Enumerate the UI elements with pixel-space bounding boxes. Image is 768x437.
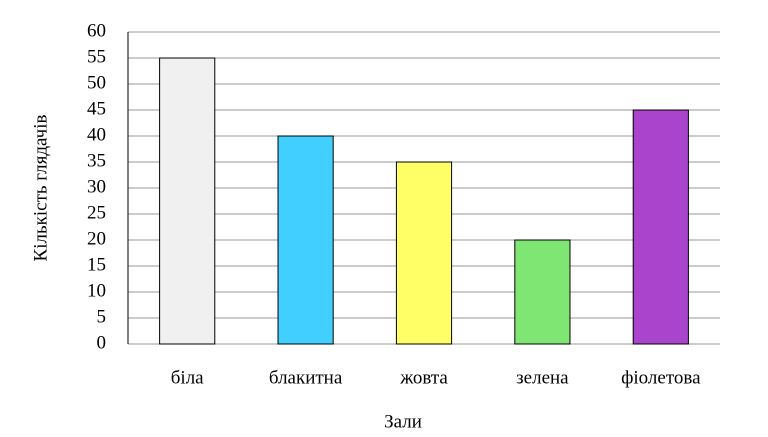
bar (395, 161, 453, 345)
y-tick-label: 35 (87, 150, 106, 171)
bar (632, 109, 689, 345)
y-tick-label: 0 (97, 332, 107, 353)
x-tick-label: зелена (516, 367, 569, 388)
bar (159, 57, 216, 345)
x-tick-label: жовта (399, 367, 448, 388)
y-tick-label: 45 (87, 98, 106, 119)
x-tick-label: блакитна (269, 367, 343, 388)
y-tick-label: 5 (97, 306, 107, 327)
x-tick-label: фіолетова (621, 367, 701, 388)
y-tick-label: 50 (87, 72, 106, 93)
y-tick-label: 10 (87, 280, 106, 301)
x-tick-label: біла (171, 367, 204, 388)
y-tick-label: 20 (87, 228, 106, 249)
y-tick-label: 60 (87, 20, 106, 41)
y-tick-label: 25 (87, 202, 106, 223)
y-tick-label: 40 (87, 124, 106, 145)
y-tick-label: 55 (87, 46, 106, 67)
y-axis-label: Кількість глядачів (30, 114, 51, 261)
bar (277, 135, 334, 345)
y-tick-label: 30 (87, 176, 106, 197)
x-axis-label: Зали (384, 411, 422, 432)
bar (514, 239, 571, 345)
y-tick-label: 15 (87, 254, 106, 275)
